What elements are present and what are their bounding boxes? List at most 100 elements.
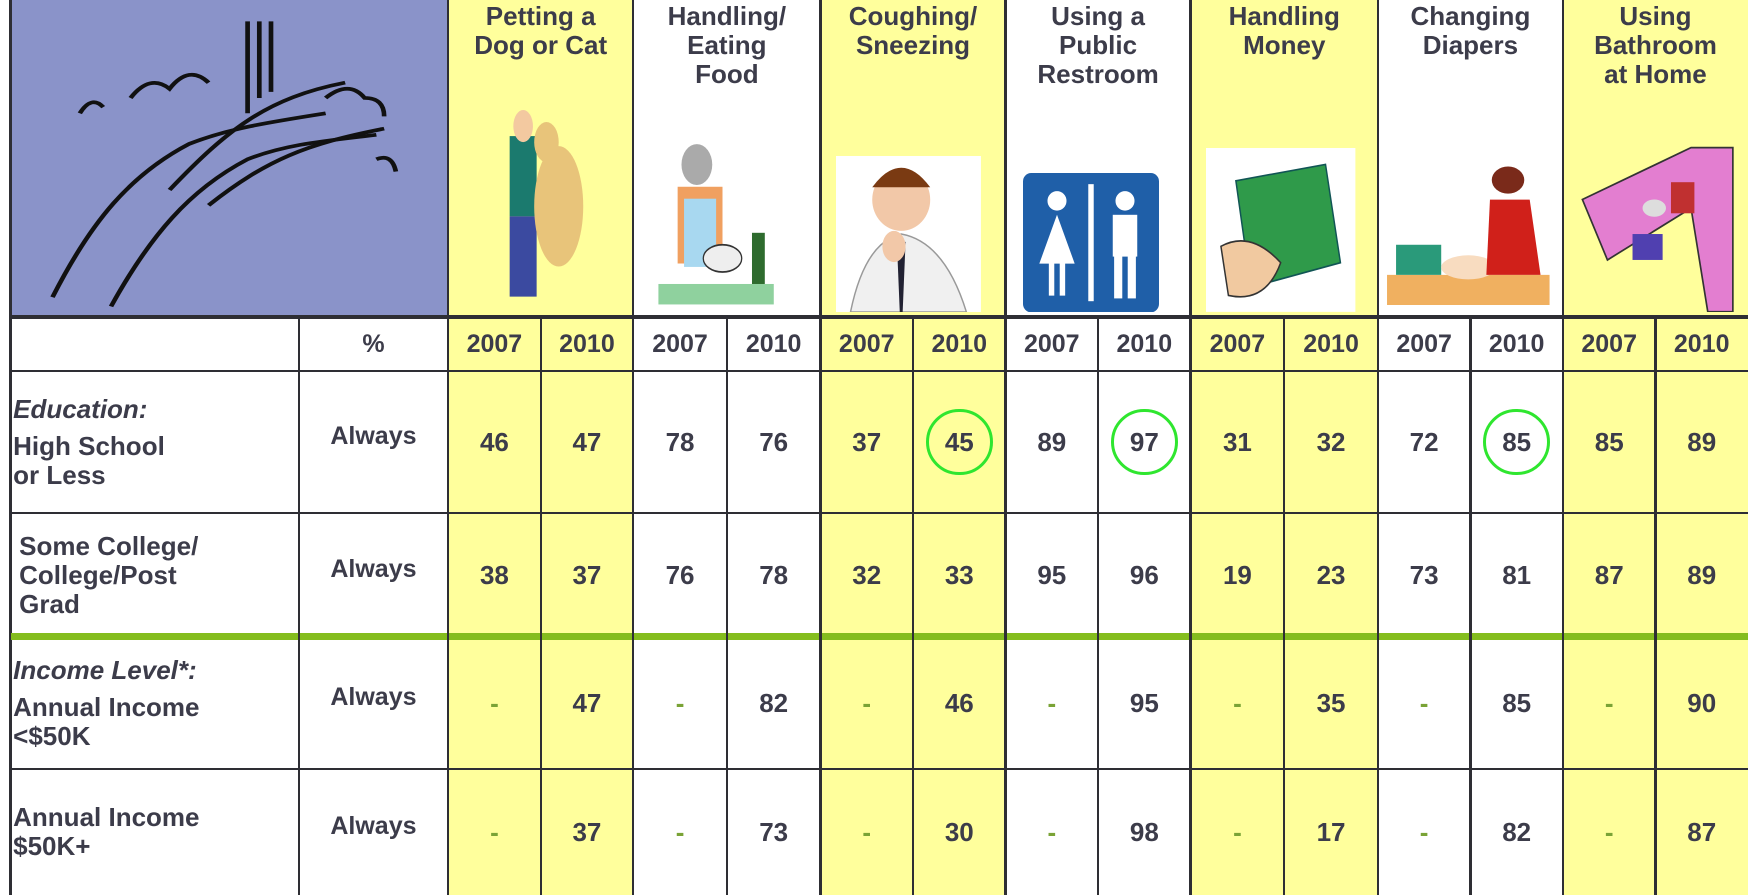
year-header: 2010 (1470, 318, 1563, 372)
value-cell: - (633, 638, 727, 770)
grid-line (11, 633, 1748, 640)
activity-header: Changing Diapers (1378, 2, 1563, 125)
year-header: 2010 (541, 318, 634, 372)
value-cell: 76 (633, 513, 727, 638)
value-cell: - (1006, 769, 1099, 895)
value-cell: 89 (1655, 371, 1748, 513)
row-label-cell: Education:High School or Less (11, 371, 299, 513)
row-label: Annual Income <$50K (13, 693, 299, 751)
value-cell: 32 (1284, 371, 1378, 513)
row-label-cell: Some College/ College/Post Grad (11, 513, 299, 638)
grid-line (819, 0, 821, 895)
year-header: 2010 (1284, 318, 1378, 372)
value-cell: - (1191, 769, 1285, 895)
grid-line (1097, 318, 1099, 895)
value-cell: - (1563, 769, 1656, 895)
diaper-icon (1378, 162, 1559, 312)
value-cell: 19 (1191, 513, 1285, 638)
value-cell: 76 (727, 371, 821, 513)
hands-icon (33, 6, 423, 313)
grid-line (9, 0, 12, 895)
highlight-circle (926, 409, 993, 476)
grid-line (1004, 0, 1006, 895)
grid-line (726, 318, 728, 895)
value-cell: 33 (913, 513, 1006, 638)
value-cell: - (820, 769, 913, 895)
frequency-label: Always (299, 769, 448, 884)
year-header: 2007 (448, 318, 541, 372)
value-cell: 73 (1378, 513, 1471, 638)
value-cell: - (1563, 638, 1656, 770)
value-cell: 89 (1655, 513, 1748, 638)
value-cell: - (1378, 638, 1471, 770)
grid-line (11, 512, 1748, 514)
value-cell: 30 (913, 769, 1006, 895)
value-cell: 87 (1655, 769, 1748, 895)
grid-line (11, 370, 1748, 372)
activity-header: Handling/ Eating Food (633, 2, 820, 125)
value-cell: 37 (541, 769, 634, 895)
grid-line (1469, 318, 1471, 895)
row-label: Some College/ College/Post Grad (19, 532, 299, 619)
grid-line (1189, 0, 1191, 895)
row-label-cell: Income Level*: Annual Income <$50K (11, 638, 299, 770)
activity-header: Handling Money (1191, 2, 1378, 125)
year-header: 2010 (1098, 318, 1191, 372)
value-cell: 31 (1191, 371, 1285, 513)
grid-line (11, 768, 1748, 770)
grid-line (1562, 0, 1564, 895)
highlight-circle (1111, 409, 1178, 476)
food-icon (652, 139, 780, 310)
value-cell: - (1006, 638, 1099, 770)
value-cell: 85 (1470, 638, 1563, 770)
grid-line (447, 0, 449, 895)
group-label: Income Level*: (13, 655, 299, 685)
grid-line (1654, 318, 1656, 895)
value-cell: 47 (541, 638, 634, 770)
value-cell: 37 (820, 371, 913, 513)
year-header: 2007 (633, 318, 727, 372)
grid-line (298, 318, 300, 895)
value-cell: 82 (727, 638, 821, 770)
year-header: 2007 (1563, 318, 1656, 372)
row-label: High School or Less (13, 432, 299, 490)
value-cell: 32 (820, 513, 913, 638)
value-cell: - (633, 769, 727, 895)
value-cell: 73 (727, 769, 821, 895)
grid-line (912, 318, 914, 895)
frequency-label: Always (299, 371, 448, 501)
value-cell: 78 (633, 371, 727, 513)
restroom-icon (1023, 173, 1159, 312)
row-label: Annual Income $50K+ (13, 803, 299, 861)
value-cell: - (448, 638, 541, 770)
money-icon (1206, 148, 1355, 312)
value-cell: 46 (913, 638, 1006, 770)
grid-line (540, 318, 542, 895)
grid-line (1283, 318, 1285, 895)
value-cell: 38 (448, 513, 541, 638)
year-header: 2007 (1191, 318, 1285, 372)
value-cell: - (1378, 769, 1471, 895)
year-header: 2010 (727, 318, 821, 372)
activity-header: Coughing/ Sneezing (820, 2, 1005, 125)
grid-line (632, 0, 634, 895)
value-cell: - (448, 769, 541, 895)
year-header: 2007 (1378, 318, 1471, 372)
row-label-cell: Annual Income $50K+ (11, 769, 299, 895)
value-cell: 89 (1006, 371, 1099, 513)
value-cell: 85 (1563, 371, 1656, 513)
value-cell: 46 (448, 371, 541, 513)
value-cell: 37 (541, 513, 634, 638)
slide: Petting a Dog or CatHandling/ Eating Foo… (0, 0, 1748, 895)
value-cell: 81 (1470, 513, 1563, 638)
value-cell: 35 (1284, 638, 1378, 770)
activity-header: Using Bathroom at Home (1563, 2, 1748, 125)
cough-icon (836, 156, 981, 312)
value-cell: 82 (1470, 769, 1563, 895)
activity-header: Using a Public Restroom (1006, 2, 1191, 125)
value-cell: 90 (1655, 638, 1748, 770)
value-cell: 98 (1098, 769, 1191, 895)
percent-header: % (299, 318, 448, 372)
value-cell: 17 (1284, 769, 1378, 895)
dog-icon (479, 106, 602, 307)
